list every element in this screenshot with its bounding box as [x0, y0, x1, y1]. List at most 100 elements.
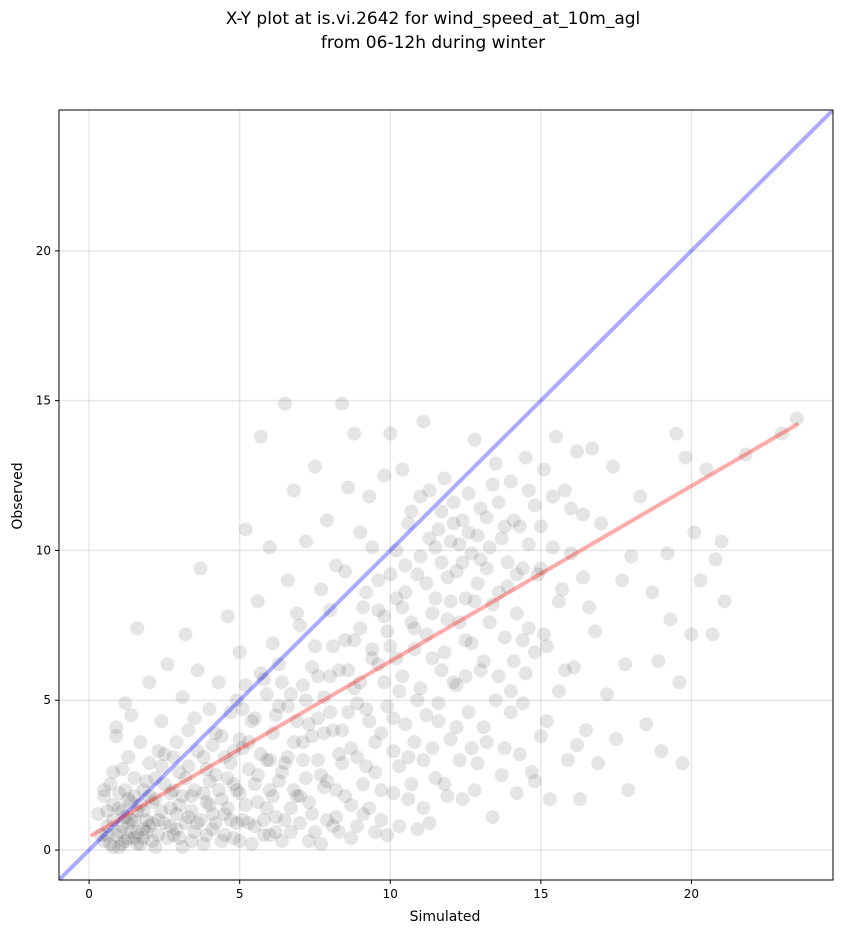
data-point [253, 666, 268, 681]
data-point [440, 612, 455, 627]
data-point [446, 675, 461, 690]
data-point [377, 675, 392, 690]
data-point [145, 795, 160, 810]
data-point [317, 726, 332, 741]
data-point [491, 585, 506, 600]
data-point [307, 459, 322, 474]
data-point [280, 573, 295, 588]
data-point [323, 669, 338, 684]
data-point [675, 756, 690, 771]
data-point [512, 747, 527, 762]
chart-title-line2: from 06-12h during winter [321, 33, 545, 53]
data-point [518, 450, 533, 465]
data-point [533, 519, 548, 534]
data-point [428, 771, 443, 786]
data-point [157, 747, 172, 762]
data-point [353, 621, 368, 636]
data-point [389, 591, 404, 606]
data-point [356, 807, 371, 822]
data-point [506, 513, 521, 528]
y-tick-label: 15 [36, 394, 51, 408]
data-point [199, 762, 214, 777]
data-point [169, 822, 184, 837]
data-point [576, 570, 591, 585]
data-point [545, 489, 560, 504]
data-point [118, 783, 133, 798]
data-point [410, 822, 425, 837]
data-point [407, 642, 422, 657]
data-point [259, 687, 274, 702]
data-point [365, 651, 380, 666]
data-point [148, 792, 163, 807]
data-point [301, 795, 316, 810]
data-point [169, 807, 184, 822]
data-point [292, 789, 307, 804]
data-point [353, 525, 368, 540]
data-point [247, 819, 262, 834]
data-point [371, 657, 386, 672]
data-point [431, 714, 446, 729]
data-point [440, 789, 455, 804]
data-point [323, 705, 338, 720]
data-point [265, 636, 280, 651]
data-point [524, 765, 539, 780]
data-point [422, 483, 437, 498]
data-point [130, 837, 145, 852]
data-point [100, 828, 115, 843]
data-point [154, 714, 169, 729]
data-point [256, 828, 271, 843]
data-point [311, 669, 326, 684]
data-point [271, 699, 286, 714]
data-point [386, 711, 401, 726]
data-point [160, 657, 175, 672]
data-point [380, 699, 395, 714]
data-point [289, 789, 304, 804]
data-point [714, 534, 729, 549]
data-point [416, 414, 431, 429]
data-point [377, 468, 392, 483]
data-point [563, 546, 578, 561]
data-point [521, 537, 536, 552]
data-point [551, 594, 566, 609]
data-point [449, 678, 464, 693]
data-point [277, 756, 292, 771]
data-point [139, 774, 154, 789]
data-point [395, 669, 410, 684]
reference-line [59, 110, 833, 880]
data-point [374, 783, 389, 798]
data-point [289, 606, 304, 621]
data-point [350, 750, 365, 765]
data-point [262, 540, 277, 555]
data-point [211, 783, 226, 798]
data-point [545, 540, 560, 555]
data-point [205, 807, 220, 822]
data-point [621, 783, 636, 798]
data-point [268, 810, 283, 825]
data-point [341, 480, 356, 495]
data-point [268, 708, 283, 723]
data-point [148, 771, 163, 786]
data-point [109, 828, 124, 843]
data-point [533, 561, 548, 576]
data-point [311, 711, 326, 726]
data-point [244, 714, 259, 729]
data-point [103, 777, 118, 792]
data-point [205, 822, 220, 837]
data-point [467, 594, 482, 609]
fit-lines [59, 110, 833, 880]
data-point [130, 621, 145, 636]
data-point [190, 663, 205, 678]
data-point [383, 426, 398, 441]
data-point [139, 825, 154, 840]
data-point [118, 834, 133, 849]
data-point [166, 783, 181, 798]
data-point [383, 639, 398, 654]
data-point [398, 717, 413, 732]
data-point [654, 744, 669, 759]
data-point [353, 675, 368, 690]
data-point [304, 807, 319, 822]
data-point [142, 756, 157, 771]
data-point [708, 552, 723, 567]
data-point [554, 582, 569, 597]
y-axis-ticks: 0 5 10 15 20 [36, 244, 59, 857]
